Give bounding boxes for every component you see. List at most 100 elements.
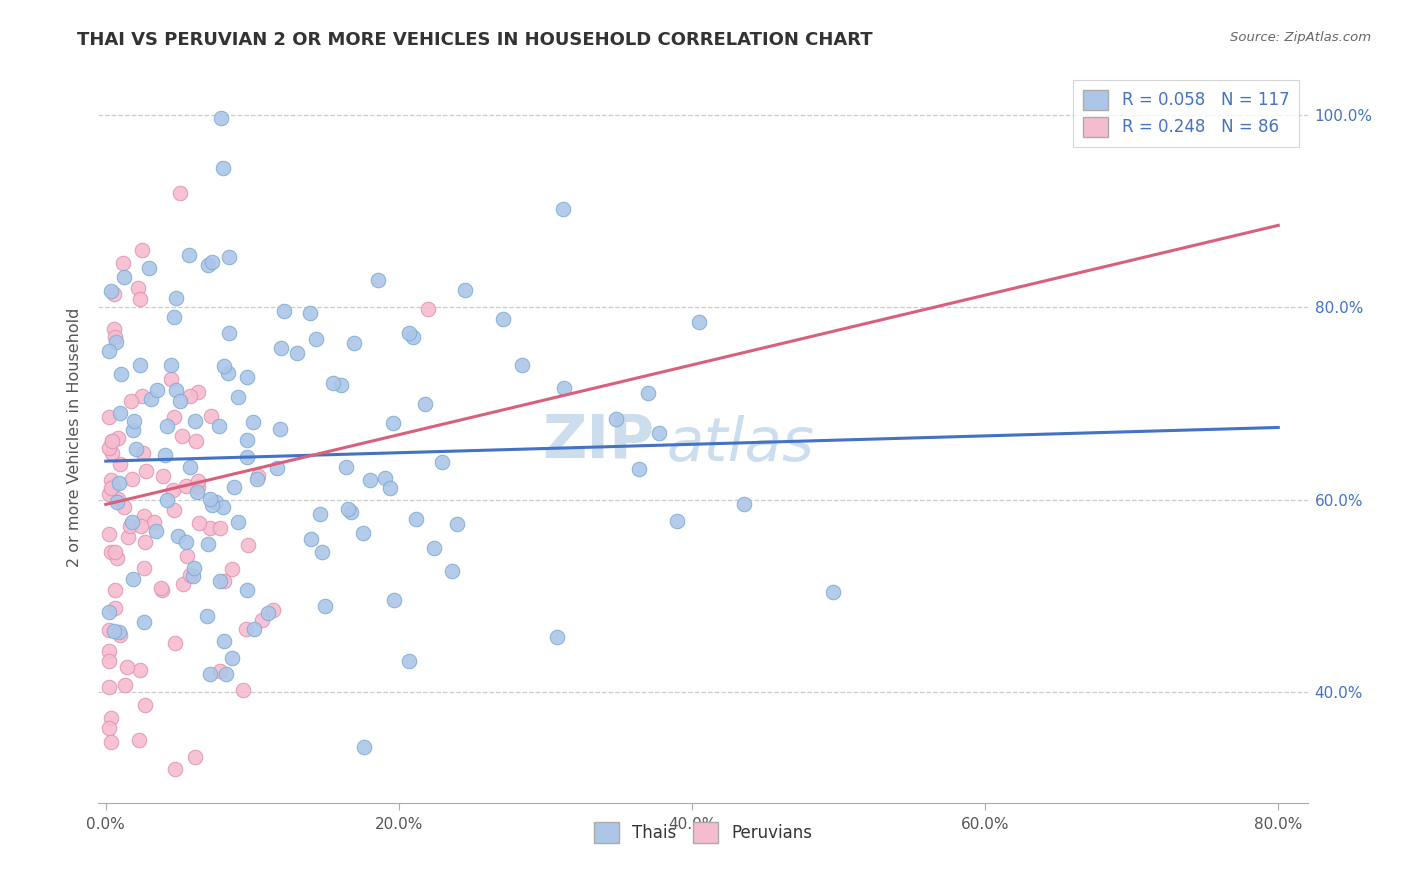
Point: [149, 582, 172, 596]
Point: [688, 315, 710, 329]
Point: [186, 484, 208, 499]
Point: [121, 516, 143, 530]
Point: [441, 564, 464, 578]
Point: [218, 326, 240, 341]
Point: [163, 762, 186, 776]
Point: [177, 248, 200, 262]
Point: [107, 624, 129, 639]
Point: [266, 460, 288, 475]
Point: [343, 336, 366, 351]
Point: [374, 471, 396, 485]
Point: [165, 291, 187, 305]
Point: [627, 462, 650, 476]
Point: [131, 389, 153, 403]
Point: [152, 469, 174, 483]
Point: [128, 664, 150, 678]
Point: [166, 529, 188, 543]
Point: [402, 329, 425, 343]
Point: [108, 406, 131, 420]
Point: [246, 469, 269, 483]
Point: [287, 346, 309, 360]
Point: [107, 492, 129, 507]
Point: [183, 561, 205, 575]
Point: [262, 603, 284, 617]
Point: [184, 434, 207, 448]
Point: [132, 615, 155, 629]
Point: [553, 381, 575, 395]
Point: [510, 358, 533, 372]
Point: [100, 544, 122, 558]
Point: [378, 481, 401, 495]
Point: [381, 416, 404, 430]
Point: [335, 460, 357, 475]
Point: [143, 515, 166, 529]
Point: [298, 306, 321, 320]
Point: [322, 376, 344, 390]
Point: [336, 502, 359, 516]
Point: [97, 623, 120, 637]
Point: [97, 681, 120, 695]
Point: [446, 517, 468, 532]
Point: [108, 475, 131, 490]
Point: [97, 606, 120, 620]
Point: [97, 526, 120, 541]
Point: [201, 255, 224, 269]
Point: [179, 459, 201, 474]
Point: [159, 358, 181, 372]
Point: [122, 423, 145, 437]
Point: [201, 499, 224, 513]
Point: [209, 112, 232, 126]
Point: [156, 492, 179, 507]
Point: [212, 633, 235, 648]
Point: [215, 666, 238, 681]
Point: [546, 630, 568, 644]
Point: [308, 507, 330, 521]
Point: [105, 551, 128, 566]
Point: [159, 372, 181, 386]
Point: [131, 446, 153, 460]
Point: [141, 392, 163, 406]
Point: [100, 473, 122, 487]
Point: [132, 561, 155, 575]
Point: [100, 434, 122, 449]
Point: [269, 421, 291, 435]
Text: atlas: atlas: [666, 415, 814, 474]
Point: [97, 343, 120, 358]
Point: [551, 202, 574, 217]
Point: [120, 394, 142, 409]
Point: [330, 377, 353, 392]
Point: [129, 358, 152, 372]
Point: [97, 410, 120, 425]
Point: [200, 667, 222, 681]
Point: [647, 425, 669, 440]
Point: [637, 386, 659, 401]
Point: [359, 473, 381, 487]
Point: [209, 521, 232, 535]
Point: [118, 519, 141, 533]
Point: [195, 609, 218, 624]
Text: Source: ZipAtlas.com: Source: ZipAtlas.com: [1230, 31, 1371, 45]
Point: [111, 256, 134, 270]
Point: [423, 541, 446, 556]
Point: [218, 250, 240, 264]
Point: [134, 698, 156, 712]
Point: [212, 161, 235, 176]
Point: [97, 644, 120, 658]
Point: [235, 370, 257, 384]
Point: [235, 622, 257, 636]
Point: [232, 682, 254, 697]
Point: [221, 650, 243, 665]
Point: [176, 549, 198, 564]
Point: [187, 480, 209, 494]
Point: [176, 479, 198, 493]
Point: [108, 458, 131, 472]
Point: [163, 310, 186, 324]
Point: [273, 304, 295, 318]
Point: [238, 537, 260, 551]
Point: [145, 524, 167, 538]
Point: [129, 292, 152, 306]
Point: [165, 383, 187, 397]
Point: [129, 518, 152, 533]
Point: [198, 491, 221, 506]
Point: [131, 243, 153, 257]
